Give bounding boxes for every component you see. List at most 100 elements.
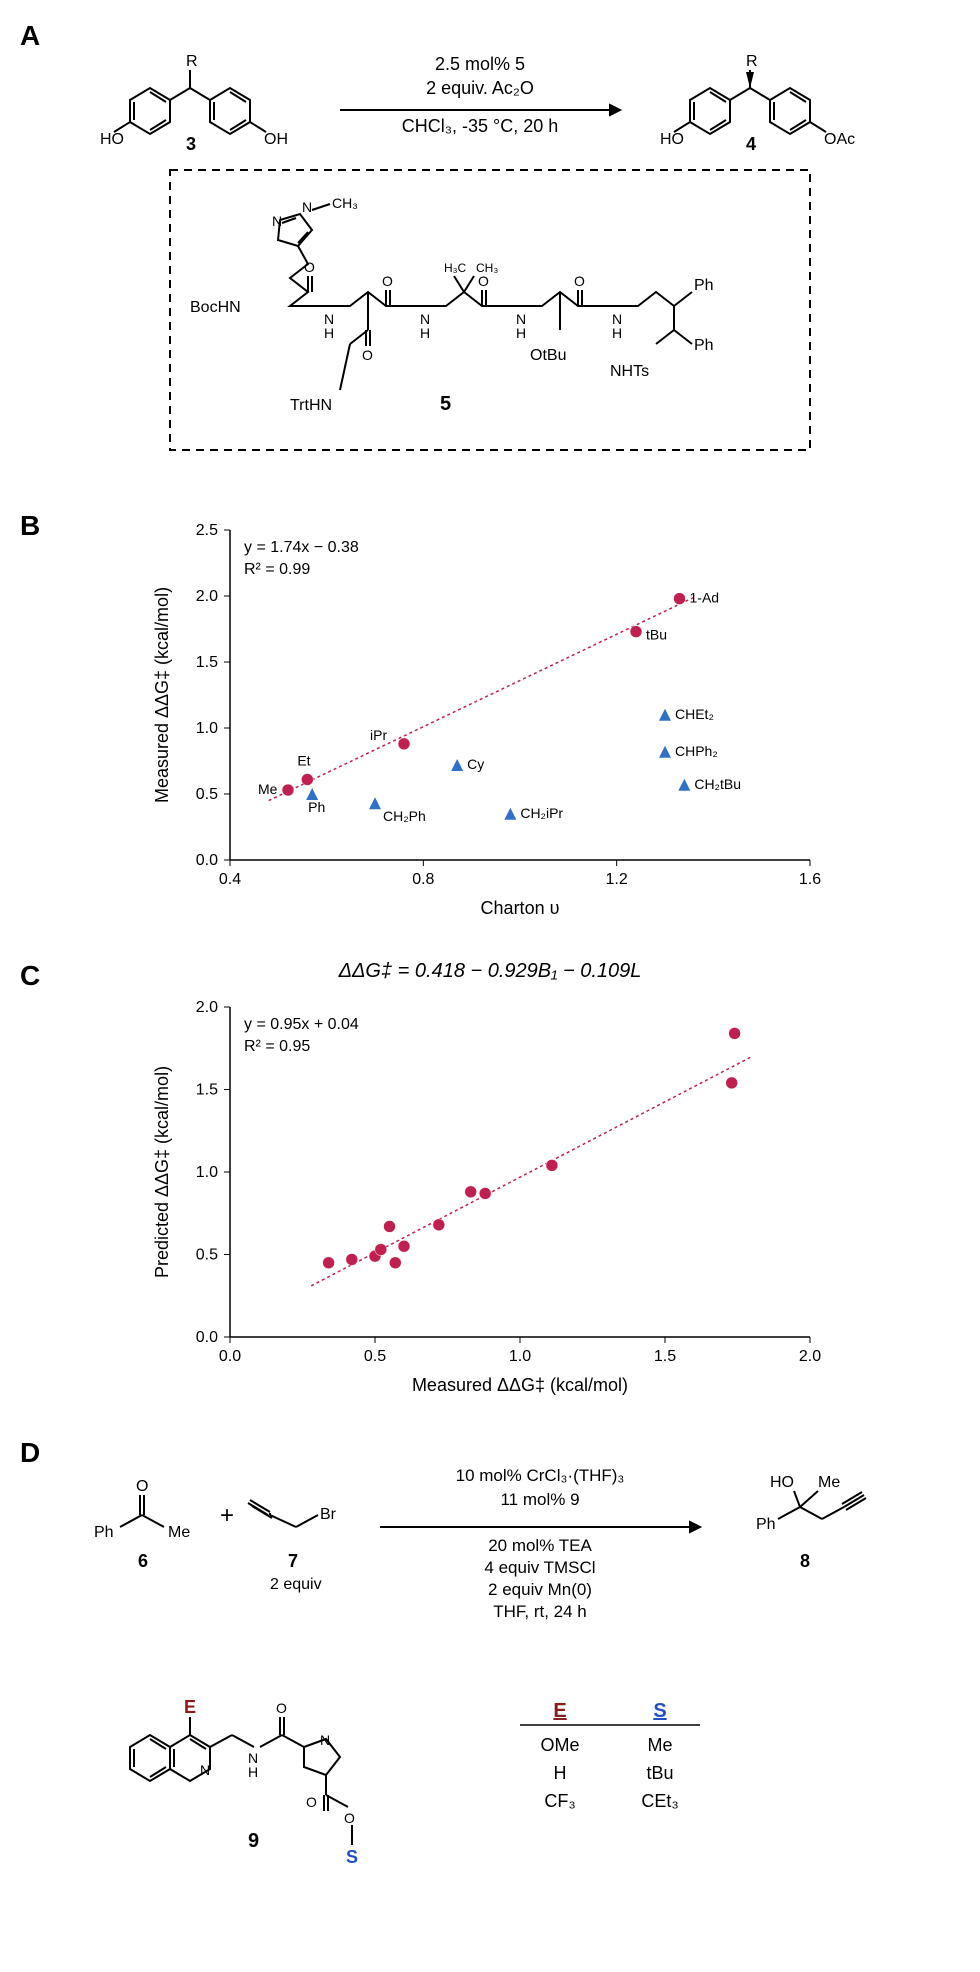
svg-text:0.0: 0.0 — [219, 1348, 241, 1365]
svg-text:Cy: Cy — [467, 756, 484, 772]
svg-text:2 equiv. Ac₂O: 2 equiv. Ac₂O — [426, 78, 534, 98]
svg-text:R² = 0.95: R² = 0.95 — [244, 1038, 310, 1055]
svg-text:H₃C: H₃C — [444, 261, 467, 275]
svg-text:NHTs: NHTs — [610, 363, 649, 380]
svg-text:O: O — [136, 1478, 148, 1495]
svg-text:0.8: 0.8 — [412, 871, 434, 888]
svg-text:Me: Me — [647, 1735, 672, 1755]
svg-text:9: 9 — [248, 1830, 259, 1852]
svg-text:CH₃: CH₃ — [332, 195, 358, 211]
svg-text:R: R — [746, 53, 758, 70]
svg-text:Me: Me — [818, 1474, 840, 1491]
svg-text:OAc: OAc — [824, 131, 855, 148]
svg-text:Me: Me — [258, 781, 278, 797]
svg-text:0.5: 0.5 — [364, 1348, 386, 1365]
svg-text:E: E — [553, 1700, 566, 1722]
svg-text:1.0: 1.0 — [196, 1164, 218, 1181]
svg-text:0.5: 0.5 — [196, 786, 218, 803]
scheme-d-svg: O Ph Me 6 + Br 7 2 equiv 10 mol% CrCl₃·(… — [40, 1437, 940, 1897]
svg-text:Predicted ΔΔG‡ (kcal/mol): Predicted ΔΔG‡ (kcal/mol) — [152, 1066, 172, 1278]
svg-text:1.5: 1.5 — [654, 1348, 676, 1365]
svg-text:HO: HO — [660, 131, 684, 148]
svg-text:0.5: 0.5 — [196, 1247, 218, 1264]
svg-text:THF, rt, 24 h: THF, rt, 24 h — [493, 1602, 587, 1621]
svg-text:CHCl₃, -35 °C, 20 h: CHCl₃, -35 °C, 20 h — [402, 116, 559, 136]
svg-text:S: S — [653, 1700, 666, 1722]
panel-a-label: A — [20, 20, 40, 52]
svg-text:O: O — [304, 259, 315, 275]
panel-a: A HO R OH 3 2 — [20, 20, 960, 480]
svg-text:1.5: 1.5 — [196, 1082, 218, 1099]
svg-text:BocHN: BocHN — [190, 299, 241, 316]
svg-text:2.0: 2.0 — [196, 999, 218, 1016]
svg-text:CEt₃: CEt₃ — [641, 1791, 678, 1811]
svg-text:Et: Et — [297, 752, 310, 768]
panel-b-label: B — [20, 510, 40, 542]
svg-text:H: H — [324, 325, 334, 341]
svg-text:Charton υ: Charton υ — [481, 898, 560, 918]
svg-text:0.4: 0.4 — [219, 871, 241, 888]
svg-text:2.0: 2.0 — [196, 588, 218, 605]
svg-text:y = 0.95x + 0.04: y = 0.95x + 0.04 — [244, 1016, 359, 1033]
svg-text:CH₂Ph: CH₂Ph — [383, 808, 426, 824]
panel-d: D O Ph Me 6 + Br 7 2 equiv 10 mo — [20, 1437, 960, 1907]
svg-text:H: H — [612, 325, 622, 341]
svg-text:0.0: 0.0 — [196, 1329, 218, 1346]
svg-text:1-Ad: 1-Ad — [690, 590, 720, 606]
svg-text:iPr: iPr — [370, 727, 387, 743]
svg-text:2.5 mol% 5: 2.5 mol% 5 — [435, 54, 525, 74]
svg-text:4: 4 — [746, 134, 756, 154]
svg-text:5: 5 — [440, 393, 451, 415]
svg-text:OMe: OMe — [540, 1735, 579, 1755]
panel-c-model-eq: ΔΔG‡ = 0.418 − 0.929B₁ − 0.109L — [140, 960, 840, 983]
svg-text:CHEt₂: CHEt₂ — [675, 706, 714, 722]
svg-text:3: 3 — [186, 134, 196, 154]
svg-text:1.2: 1.2 — [606, 871, 628, 888]
svg-text:OtBu: OtBu — [530, 347, 566, 364]
svg-text:Ph: Ph — [94, 1524, 114, 1541]
svg-text:O: O — [344, 1810, 355, 1826]
svg-text:O: O — [382, 273, 393, 289]
svg-text:H: H — [248, 1764, 258, 1780]
svg-text:0.0: 0.0 — [196, 852, 218, 869]
svg-text:HO: HO — [100, 131, 124, 148]
svg-text:CH₂tBu: CH₂tBu — [694, 776, 741, 792]
svg-text:N: N — [200, 1762, 210, 1778]
svg-text:1.6: 1.6 — [799, 871, 821, 888]
svg-text:2 equiv Mn(0): 2 equiv Mn(0) — [488, 1580, 592, 1599]
svg-text:7: 7 — [288, 1551, 298, 1571]
svg-text:O: O — [276, 1700, 287, 1716]
svg-text:O: O — [362, 347, 373, 363]
panel-d-label: D — [20, 1437, 40, 1469]
svg-text:TrtHN: TrtHN — [290, 397, 332, 414]
svg-text:R² = 0.99: R² = 0.99 — [244, 561, 310, 578]
svg-text:Measured ΔΔG‡ (kcal/mol): Measured ΔΔG‡ (kcal/mol) — [152, 587, 172, 803]
svg-text:O: O — [478, 273, 489, 289]
svg-text:2.5: 2.5 — [196, 522, 218, 539]
svg-text:11 mol% 9: 11 mol% 9 — [500, 1490, 579, 1509]
svg-text:S: S — [346, 1847, 358, 1867]
panel-c: C ΔΔG‡ = 0.418 − 0.929B₁ − 0.109L 0.0 0.5… — [20, 960, 960, 1407]
svg-text:Ph: Ph — [308, 799, 325, 815]
svg-text:6: 6 — [138, 1551, 148, 1571]
svg-text:tBu: tBu — [646, 627, 667, 643]
svg-text:R: R — [186, 53, 198, 70]
chart-b-svg: 0.40.81.21.60.00.51.01.52.02.5Charton υM… — [140, 510, 840, 930]
svg-text:O: O — [306, 1794, 317, 1810]
svg-text:8: 8 — [800, 1551, 810, 1571]
svg-text:HO: HO — [770, 1474, 794, 1491]
svg-text:4 equiv TMSCl: 4 equiv TMSCl — [484, 1558, 595, 1577]
svg-text:Ph: Ph — [694, 277, 714, 294]
panel-b: B 0.40.81.21.60.00.51.01.52.02.5Charton … — [20, 510, 960, 930]
scheme-a-svg: HO R OH 3 2.5 mol% 5 2 equiv. Ac₂O CHCl₃… — [40, 20, 940, 470]
svg-text:N: N — [302, 199, 312, 215]
svg-text:H: H — [516, 325, 526, 341]
svg-text:Br: Br — [320, 1506, 337, 1523]
chart-c-svg: 0.00.51.01.52.00.00.51.01.52.0Measured Δ… — [140, 987, 840, 1407]
svg-text:CH₂iPr: CH₂iPr — [520, 805, 563, 821]
svg-text:Ph: Ph — [694, 337, 714, 354]
svg-text:1.0: 1.0 — [509, 1348, 531, 1365]
panel-c-label: C — [20, 960, 40, 992]
svg-text:Measured ΔΔG‡ (kcal/mol): Measured ΔΔG‡ (kcal/mol) — [412, 1375, 628, 1395]
svg-text:10 mol% CrCl₃·(THF)₃: 10 mol% CrCl₃·(THF)₃ — [456, 1466, 625, 1485]
